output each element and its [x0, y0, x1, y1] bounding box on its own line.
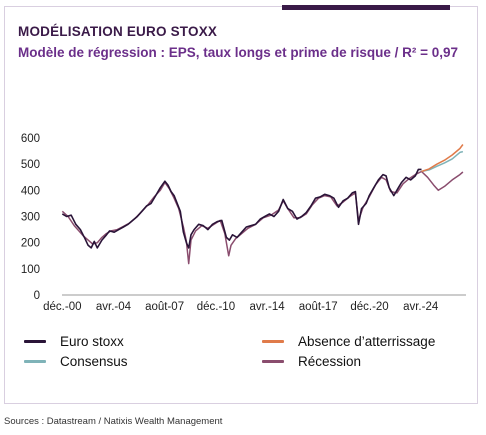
legend-item-consensus: Consensus: [24, 354, 128, 369]
x-tick-label: déc.-10: [197, 301, 235, 313]
x-tick-label: avr.-24: [403, 301, 439, 313]
y-tick-label: 300: [21, 212, 40, 224]
legend-swatch-euro-stoxx: [24, 340, 46, 343]
legend-label-absence: Absence d’atterrissage: [298, 334, 436, 349]
legend-label-consensus: Consensus: [60, 354, 128, 369]
chart-title: MODÉLISATION EURO STOXX: [18, 24, 218, 39]
y-tick-label: 200: [21, 238, 40, 250]
y-tick-label: 600: [21, 133, 40, 145]
x-tick-label: déc.-20: [350, 301, 388, 313]
legend-swatch-recession: [262, 360, 284, 363]
legend-item-recession: Récession: [262, 354, 361, 369]
x-tick-label: avr.-14: [249, 301, 285, 313]
chart-subtitle: Modèle de régression : EPS, taux longs e…: [18, 45, 459, 60]
chart-frame: [4, 6, 478, 404]
x-tick-label: août-17: [299, 301, 338, 313]
x-tick-label: avr.-04: [96, 301, 132, 313]
x-tick-label: août-07: [145, 301, 184, 313]
series-line-consensus: [421, 150, 464, 173]
top-accent-bar: [282, 5, 450, 10]
y-tick-label: 100: [21, 264, 40, 276]
legend-swatch-consensus: [24, 360, 46, 363]
legend-item-euro-stoxx: Euro stoxx: [24, 334, 124, 349]
legend-item-absence: Absence d’atterrissage: [262, 334, 435, 349]
series-line-euro-stoxx: [61, 168, 422, 249]
legend-label-recession: Récession: [298, 354, 362, 369]
legend-label-euro-stoxx: Euro stoxx: [60, 334, 124, 349]
y-tick-label: 400: [21, 185, 40, 197]
y-tick-label: 0: [34, 290, 40, 302]
x-tick-label: déc.-00: [43, 301, 81, 313]
source-note: Sources : Datastream / Natixis Wealth Ma…: [4, 416, 223, 427]
legend-swatch-absence: [262, 340, 284, 343]
line-chart: 0 100 200 300 400 500 600 déc.-00 avr.-04 août-07…: [21, 133, 466, 313]
series-line-absence-d-atterrissage: [421, 144, 464, 173]
y-tick-label: 500: [21, 159, 40, 171]
